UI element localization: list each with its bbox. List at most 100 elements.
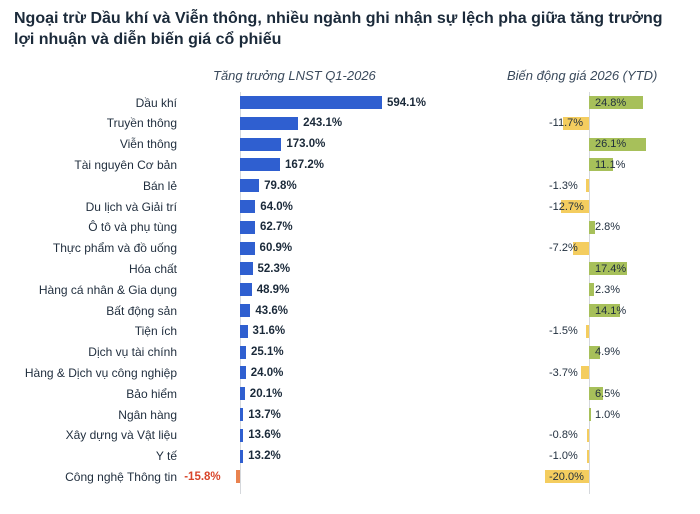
price-change-value: -1.0% bbox=[549, 450, 578, 463]
price-change-bar bbox=[545, 470, 589, 484]
profit-growth-value: 173.0% bbox=[286, 138, 326, 151]
price-change-value: 4.9% bbox=[595, 346, 621, 359]
profit-growth-value: 594.1% bbox=[387, 96, 427, 109]
chart-title-line-1: Ngoại trừ Dầu khí và Viễn thông, nhiều n… bbox=[14, 10, 663, 27]
profit-growth-value: 52.3% bbox=[257, 262, 291, 275]
profit-growth-value: 24.0% bbox=[250, 366, 284, 379]
profit-growth-value: 13.7% bbox=[248, 408, 281, 421]
profit-growth-header: Tăng trưởng LNST Q1-2026 bbox=[213, 68, 376, 83]
price-change-value: -20.0% bbox=[549, 470, 584, 483]
price-change-value: 24.8% bbox=[595, 96, 627, 109]
category-label: Y tế bbox=[155, 449, 177, 464]
profit-growth-bar bbox=[240, 408, 244, 421]
category-label: Bất động sản bbox=[106, 303, 177, 318]
price-change-bar bbox=[589, 220, 596, 234]
profit-growth-bar bbox=[240, 262, 253, 276]
price-change-value: 26.1% bbox=[595, 138, 627, 151]
profit-growth-bar bbox=[240, 387, 245, 401]
category-label: Dầu khí bbox=[135, 95, 177, 110]
price-change-bar bbox=[589, 96, 644, 109]
profit-growth-value: 64.0% bbox=[260, 200, 293, 213]
price-change-bar bbox=[573, 241, 589, 255]
category-label: Viễn thông bbox=[119, 137, 177, 152]
profit-growth-value: -15.8% bbox=[184, 470, 221, 483]
price-change-value: 17.4% bbox=[595, 262, 627, 275]
profit-growth-bar bbox=[240, 200, 256, 213]
price-change-bar bbox=[589, 387, 604, 401]
profit-growth-bar bbox=[240, 137, 282, 151]
price-change-value: 11.1% bbox=[595, 158, 626, 171]
profit-growth-bar bbox=[240, 220, 255, 234]
price-change-bar bbox=[561, 200, 589, 213]
profit-growth-value: 48.9% bbox=[256, 283, 290, 296]
price-change-value: -0.8% bbox=[549, 429, 578, 442]
category-label: Du lịch và Giải trí bbox=[85, 199, 177, 214]
category-label: Công nghệ Thông tin bbox=[65, 469, 177, 484]
category-label: Truyền thông bbox=[106, 116, 177, 131]
profit-growth-value: 31.6% bbox=[252, 325, 286, 338]
profit-growth-bar bbox=[240, 345, 246, 359]
price-change-value: -11.7% bbox=[549, 117, 584, 130]
price-change-value: 2.8% bbox=[595, 221, 621, 234]
price-change-bar bbox=[589, 262, 627, 276]
profit-growth-bar bbox=[240, 324, 248, 338]
profit-growth-bar bbox=[240, 366, 246, 380]
profit-growth-value: 43.6% bbox=[255, 304, 289, 317]
profit-growth-value: 62.7% bbox=[259, 221, 293, 234]
price-change-bar bbox=[563, 116, 589, 130]
price-change-value: -1.3% bbox=[549, 179, 578, 192]
price-change-bar bbox=[589, 283, 595, 297]
price-change-bar bbox=[587, 428, 589, 442]
price-change-bar bbox=[585, 324, 589, 338]
category-label: Ô tô và phụ tùng bbox=[88, 220, 177, 235]
price-change-bar bbox=[586, 449, 589, 463]
profit-growth-value: 167.2% bbox=[284, 158, 324, 171]
profit-growth-value: 25.1% bbox=[250, 346, 284, 359]
profit-growth-bar bbox=[240, 283, 252, 297]
profit-growth-value: 79.8% bbox=[264, 179, 297, 192]
category-label: Thực phẩm và đồ uống bbox=[52, 241, 177, 256]
price-change-bar bbox=[589, 345, 600, 359]
chart-title: Ngoại trừ Dầu khí và Viễn thông, nhiều n… bbox=[14, 8, 694, 50]
price-change-bar bbox=[580, 366, 589, 380]
profit-growth-bar bbox=[240, 158, 280, 172]
category-label: Ngân hàng bbox=[118, 407, 177, 422]
chart-title-line-2: lợi nhuận và diễn biến giá cổ phiếu bbox=[14, 31, 282, 48]
profit-growth-value: 243.1% bbox=[303, 117, 343, 130]
profit-growth-bar bbox=[240, 304, 251, 317]
price-change-header: Biến động giá 2026 (YTD) bbox=[507, 68, 658, 83]
price-change-value: 1.0% bbox=[595, 408, 621, 421]
price-change-bar bbox=[586, 179, 589, 193]
price-change-value: -12.7% bbox=[549, 200, 584, 213]
price-change-value: 2.3% bbox=[595, 283, 621, 296]
category-label: Tài nguyên Cơ bản bbox=[74, 157, 177, 172]
category-label: Bảo hiểm bbox=[126, 386, 177, 401]
price-change-bar bbox=[589, 137, 646, 151]
category-label: Bán lẻ bbox=[142, 178, 177, 193]
price-change-bar bbox=[589, 408, 592, 421]
profit-growth-value: 13.2% bbox=[248, 450, 281, 463]
profit-growth-value: 13.6% bbox=[248, 429, 281, 442]
price-change-value: -1.5% bbox=[549, 325, 578, 338]
profit-growth-bar bbox=[236, 470, 240, 484]
price-change-value: 14.1% bbox=[595, 304, 627, 317]
price-change-value: 6.5% bbox=[595, 387, 621, 400]
category-label: Xây dựng và Vật liệu bbox=[65, 428, 177, 443]
profit-growth-value: 60.9% bbox=[259, 242, 293, 255]
price-change-bar bbox=[589, 304, 620, 317]
profit-growth-bar bbox=[240, 449, 244, 463]
profit-growth-bar bbox=[240, 428, 244, 442]
category-label: Hóa chất bbox=[128, 261, 177, 276]
category-label: Hàng & Dịch vụ công nghiệp bbox=[24, 365, 177, 380]
profit-growth-bar bbox=[240, 96, 382, 109]
category-label: Hàng cá nhân & Gia dụng bbox=[38, 282, 177, 297]
price-change-value: -3.7% bbox=[549, 366, 578, 379]
price-change-bar bbox=[589, 158, 614, 172]
price-change-value: -7.2% bbox=[549, 242, 578, 255]
profit-growth-bar bbox=[240, 179, 260, 193]
profit-growth-bar bbox=[240, 116, 299, 130]
category-label: Tiện ích bbox=[134, 324, 177, 339]
profit-growth-bar bbox=[240, 241, 255, 255]
profit-growth-value: 20.1% bbox=[249, 387, 283, 400]
